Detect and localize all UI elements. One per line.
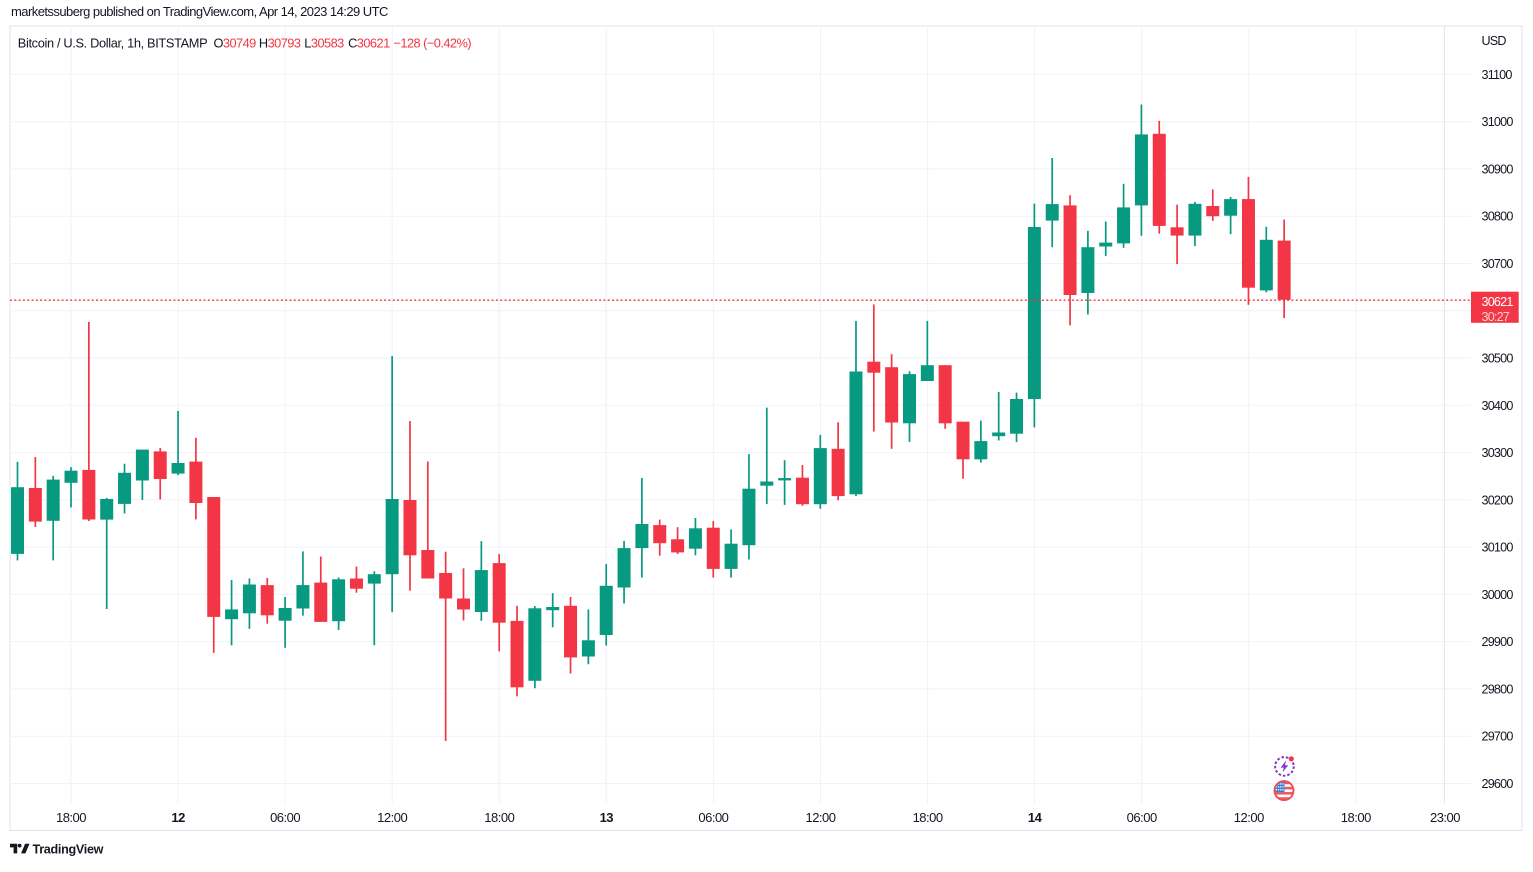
svg-text:23:00: 23:00	[1430, 810, 1460, 825]
svg-text:18:00: 18:00	[484, 810, 514, 825]
svg-text:12:00: 12:00	[377, 810, 407, 825]
svg-text:marketssuberg published on Tra: marketssuberg published on TradingView.c…	[11, 4, 388, 19]
svg-text:06:00: 06:00	[698, 810, 728, 825]
svg-text:18:00: 18:00	[56, 810, 86, 825]
svg-text:14: 14	[1028, 810, 1043, 825]
svg-text:06:00: 06:00	[1127, 810, 1157, 825]
svg-text:12:00: 12:00	[805, 810, 835, 825]
svg-text:31000: 31000	[1482, 115, 1514, 129]
svg-text:30900: 30900	[1482, 162, 1514, 176]
svg-text:30400: 30400	[1482, 399, 1514, 413]
svg-text:29700: 29700	[1482, 730, 1514, 744]
svg-text:30700: 30700	[1482, 257, 1514, 271]
svg-text:30300: 30300	[1482, 446, 1514, 460]
svg-text:12:00: 12:00	[1234, 810, 1264, 825]
svg-text:30500: 30500	[1482, 352, 1514, 366]
svg-text:30621: 30621	[1482, 295, 1514, 309]
svg-text:30200: 30200	[1482, 493, 1514, 507]
svg-text:18:00: 18:00	[913, 810, 943, 825]
svg-text:29800: 29800	[1482, 682, 1514, 696]
svg-text:TradingView: TradingView	[33, 842, 104, 856]
svg-text:USD: USD	[1482, 34, 1507, 48]
svg-text:18:00: 18:00	[1341, 810, 1371, 825]
svg-text:13: 13	[600, 810, 614, 825]
svg-text:29600: 29600	[1482, 777, 1514, 791]
svg-text:31100: 31100	[1482, 68, 1513, 82]
svg-text:29900: 29900	[1482, 635, 1514, 649]
svg-text:30800: 30800	[1482, 210, 1514, 224]
svg-text:30:27: 30:27	[1482, 310, 1510, 324]
svg-text:Bitcoin / U.S. Dollar, 1h, BIT: Bitcoin / U.S. Dollar, 1h, BITSTAMP O3074…	[18, 35, 471, 50]
svg-text:06:00: 06:00	[270, 810, 300, 825]
svg-text:30100: 30100	[1482, 541, 1514, 555]
svg-text:12: 12	[171, 810, 185, 825]
svg-text:30000: 30000	[1482, 588, 1514, 602]
